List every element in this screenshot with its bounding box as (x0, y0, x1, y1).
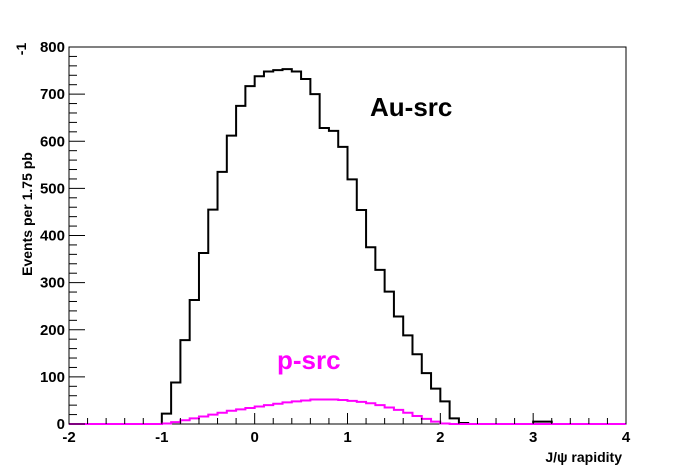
x-tick-label: 2 (436, 429, 444, 446)
y-tick-label: 600 (40, 133, 65, 150)
y-tick-label: 800 (40, 39, 65, 56)
y-axis-title-superscript: -1 (13, 43, 29, 56)
y-tick-label: 400 (40, 228, 65, 245)
y-tick-label: 300 (40, 275, 65, 292)
axis-layer: -2 -1 0 1 2 3 4 0 100 200 300 400 500 600 700 800 (40, 39, 631, 446)
y-tick-label: 100 (40, 369, 65, 386)
annotation-au-src: Au-src (370, 92, 452, 122)
plot-frame (68, 46, 627, 425)
y-tick-label: 500 (40, 180, 65, 197)
x-axis-title: J/ψ rapidity (545, 449, 622, 465)
x-tick-label: -1 (155, 429, 168, 446)
x-tick-label: 3 (529, 429, 537, 446)
x-tick-label: 1 (343, 429, 351, 446)
x-tick-label: 4 (622, 429, 631, 446)
x-tick-label: 0 (250, 429, 258, 446)
x-tick-label: -2 (62, 429, 75, 446)
y-tick-label: 200 (40, 322, 65, 339)
y-tick-label: 700 (40, 86, 65, 103)
series-au-src (69, 68, 626, 425)
annotation-p-src: p-src (277, 345, 341, 375)
series-layer (69, 68, 626, 425)
y-tick-label: 0 (57, 416, 65, 433)
y-axis-title: Events per 1.75 pb (19, 152, 35, 276)
